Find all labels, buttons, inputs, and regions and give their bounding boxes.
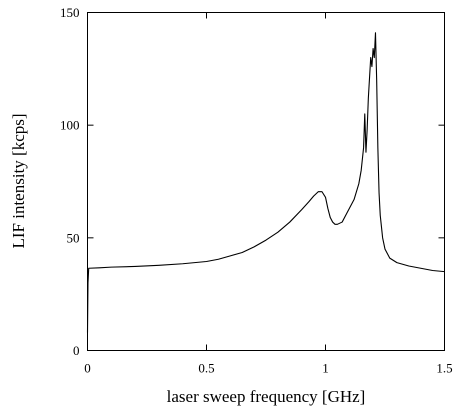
x-axis-label: laser sweep frequency [GHz] — [167, 387, 366, 406]
x-tick-label: 0.5 — [198, 361, 214, 376]
x-tick-label: 1.5 — [436, 361, 452, 376]
y-axis-ticks: 0 50 100 150 — [60, 5, 445, 358]
y-tick-label: 0 — [73, 343, 80, 358]
x-axis-ticks: 0 0.5 1 1.5 — [84, 12, 453, 376]
plot-frame — [87, 12, 445, 351]
y-tick-label: 150 — [60, 5, 80, 20]
y-axis-label: LIF intensity [kcps] — [9, 113, 28, 248]
x-tick-label: 0 — [84, 361, 91, 376]
y-tick-label: 100 — [60, 118, 80, 133]
y-tick-label: 50 — [67, 230, 80, 245]
x-tick-label: 1 — [322, 361, 329, 376]
series-line — [86, 32, 445, 333]
